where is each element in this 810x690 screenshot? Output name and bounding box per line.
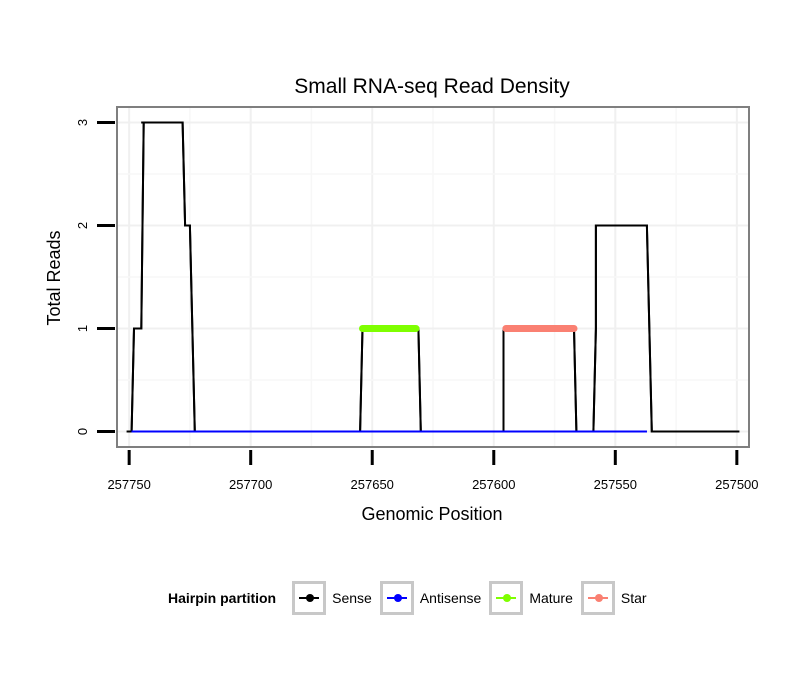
legend-key-dot bbox=[503, 594, 512, 602]
y-tick-label: 0 bbox=[75, 428, 90, 435]
x-axis-label: Genomic Position bbox=[361, 504, 502, 524]
legend-item-antisense: Antisense bbox=[379, 581, 482, 615]
legend-key-mature bbox=[489, 581, 524, 615]
legend-title: Hairpin partition bbox=[168, 590, 277, 606]
legend-key-star bbox=[580, 581, 615, 615]
legend-key-dot bbox=[594, 594, 603, 602]
x-tick-label: 257600 bbox=[472, 477, 515, 492]
series-sense-outline bbox=[126, 121, 740, 433]
plot-border bbox=[116, 106, 750, 448]
legend-item-sense: Sense bbox=[292, 581, 372, 615]
legend-key-dot bbox=[306, 594, 315, 602]
x-tick-label: 257650 bbox=[351, 477, 394, 492]
chart-title: Small RNA-seq Read Density bbox=[294, 75, 570, 98]
legend-label: Mature bbox=[529, 590, 573, 606]
legend-item-star: Star bbox=[580, 581, 647, 615]
y-axis-label: Total Reads bbox=[44, 230, 64, 325]
legend-key-antisense bbox=[379, 581, 414, 615]
legend-key-dot bbox=[393, 594, 402, 602]
x-tick-label: 257700 bbox=[229, 477, 272, 492]
legend-label: Star bbox=[620, 590, 647, 606]
legend: Hairpin partition Sense Antisense Mature St… bbox=[168, 578, 655, 618]
legend-item-mature: Mature bbox=[489, 581, 573, 615]
legend-key-sense bbox=[292, 581, 327, 615]
x-tick-label: 257550 bbox=[594, 477, 637, 492]
y-tick-label: 3 bbox=[75, 119, 90, 126]
y-tick-label: 2 bbox=[75, 222, 90, 229]
x-tick-label: 257750 bbox=[107, 477, 150, 492]
legend-label: Antisense bbox=[419, 590, 482, 606]
x-tick-label: 257500 bbox=[715, 477, 758, 492]
legend-label: Sense bbox=[332, 590, 372, 606]
y-tick-label: 1 bbox=[75, 325, 90, 332]
